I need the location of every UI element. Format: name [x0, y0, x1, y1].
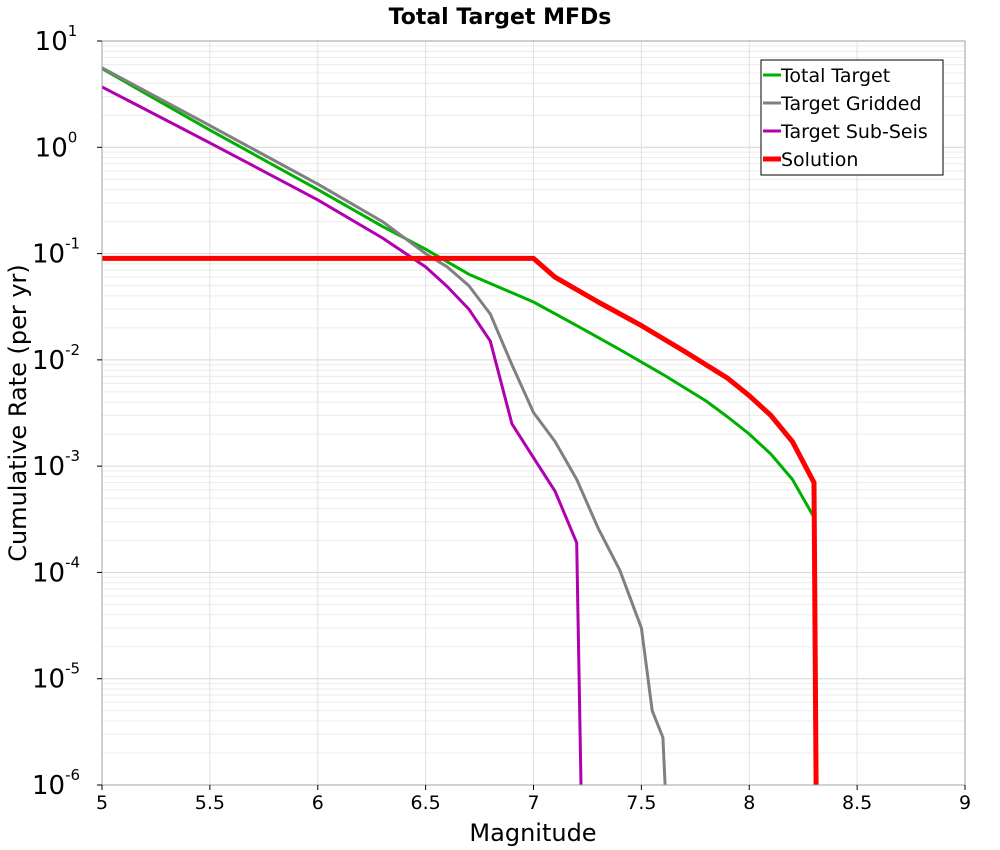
- x-tick-label: 6: [312, 792, 324, 814]
- y-axis-ticks: 10-6 10-5 10-4 10-3 10-2 10-1 100 101: [32, 22, 102, 801]
- series-line-target-gridded: [101, 66, 667, 786]
- legend: Total Target Target Gridded Target Sub-Sei…: [760, 59, 944, 176]
- x-tick-label: 8: [743, 792, 755, 814]
- legend-label: Solution: [781, 149, 858, 171]
- x-tick-label: 7.5: [626, 792, 656, 814]
- series-line-total-target: [101, 67, 816, 519]
- x-tick-label: 5: [96, 792, 108, 814]
- x-axis-ticks: 5 5.5 6 6.5 7 7.5 8 8.5 9: [96, 785, 971, 814]
- x-tick-label: 8.5: [842, 792, 872, 814]
- series-line-target-sub-seis: [101, 85, 583, 786]
- y-tick-label: 10-2: [32, 341, 80, 376]
- y-tick-label: 10-3: [32, 447, 80, 482]
- y-tick-label: 10-6: [32, 766, 80, 801]
- y-tick-label: 10-5: [32, 660, 80, 695]
- y-tick-label: 100: [35, 128, 78, 163]
- x-tick-label: 9: [959, 792, 971, 814]
- y-tick-label: 101: [35, 22, 78, 57]
- x-axis-title: Magnitude: [469, 819, 596, 847]
- x-tick-label: 5.5: [195, 792, 225, 814]
- legend-box: [760, 59, 944, 176]
- y-tick-label: 10-1: [32, 235, 80, 270]
- y-tick-label: 10-4: [32, 553, 80, 588]
- legend-label: Total Target: [780, 65, 890, 87]
- y-axis-title: Cumulative Rate (per yr): [4, 264, 32, 562]
- chart-title: Total Target MFDs: [389, 5, 612, 30]
- grid-lines: [101, 40, 966, 786]
- x-tick-label: 6.5: [411, 792, 441, 814]
- series-lines: [101, 66, 819, 786]
- x-tick-label: 7: [527, 792, 539, 814]
- legend-label: Target Sub-Seis: [780, 121, 928, 143]
- legend-label: Target Gridded: [780, 93, 922, 115]
- series-line-solution: [102, 255, 819, 786]
